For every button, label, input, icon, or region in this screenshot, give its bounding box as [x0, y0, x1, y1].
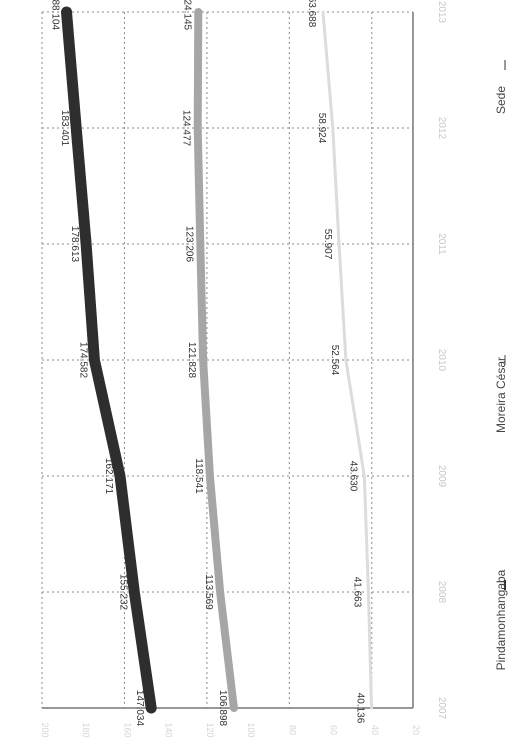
- data-label: 118.541: [193, 458, 204, 494]
- category-tick-label: 2013: [436, 1, 447, 24]
- data-label: 113.569: [203, 574, 214, 610]
- data-label: 147.034: [134, 690, 145, 727]
- data-label: 155.232: [117, 574, 128, 611]
- gridlines: [41, 11, 413, 709]
- data-label: 41.663: [351, 577, 362, 608]
- axes: 2007200820092010201120122013204060801001…: [40, 1, 447, 738]
- series-line-1: [193, 8, 238, 712]
- value-tick-label: 60: [329, 725, 339, 735]
- data-label: 162.171: [103, 458, 114, 495]
- legend-label: Moreira César: [494, 357, 508, 433]
- data-label: 58.924: [316, 113, 327, 144]
- legend-label: Pindamonhangaba: [494, 569, 508, 670]
- data-label: 124.145: [181, 0, 192, 31]
- value-tick-label: 180: [81, 722, 91, 737]
- data-label: 183.401: [59, 110, 70, 147]
- value-tick-label: 100: [246, 722, 256, 737]
- legend: Pindamonhangaba Moreira César Sede: [494, 60, 508, 670]
- data-label: 55.907: [322, 229, 333, 260]
- category-tick-label: 2009: [436, 465, 447, 488]
- data-label: 106.898: [217, 690, 228, 727]
- data-label: 43.630: [347, 461, 358, 492]
- data-label: 121.828: [186, 342, 197, 379]
- data-label: 123.206: [183, 226, 194, 263]
- data-label: 40.136: [354, 693, 365, 724]
- data-label: 63.688: [306, 0, 317, 28]
- data-label: 124.477: [181, 110, 192, 147]
- value-tick-label: 140: [164, 722, 174, 737]
- category-tick-label: 2012: [436, 117, 447, 140]
- data-label: 174.582: [77, 342, 88, 379]
- data-labels: 147.034 155.232 162.171 174.582 178.613 183.4…: [50, 0, 366, 727]
- value-tick-label: 80: [287, 725, 297, 735]
- value-tick-label: 40: [370, 725, 380, 735]
- category-tick-label: 2010: [436, 349, 447, 372]
- legend-label: Sede: [494, 86, 508, 114]
- series-lines: [61, 6, 373, 714]
- value-tick-label: 120: [205, 722, 215, 737]
- value-tick-label: 160: [122, 722, 132, 737]
- category-tick-label: 2011: [436, 233, 447, 255]
- series-line-0: [61, 6, 157, 714]
- data-label: 188.104: [50, 0, 61, 31]
- data-label: 178.613: [69, 226, 80, 263]
- value-tick-label: 200: [40, 722, 50, 737]
- series-line-2: [321, 10, 373, 710]
- value-tick-label: 20: [411, 725, 421, 735]
- category-tick-label: 2008: [436, 581, 447, 604]
- data-label: 52.564: [329, 345, 340, 376]
- category-tick-label: 2007: [436, 697, 447, 720]
